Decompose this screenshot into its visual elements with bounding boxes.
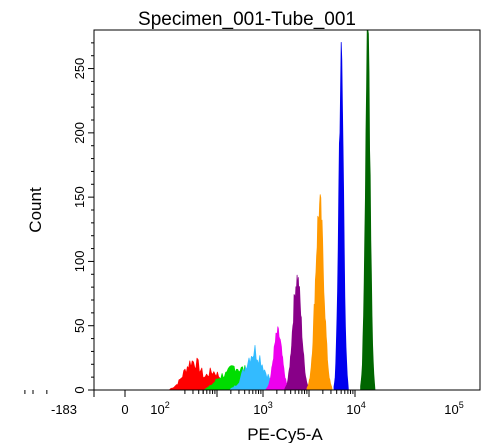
y-tick-label: 0 (72, 386, 87, 393)
plot-frame (93, 29, 481, 391)
histogram-peak-7 (333, 42, 349, 391)
histogram-peak-8 (360, 29, 376, 391)
x-axis-label: PE-Cy5-A (247, 425, 323, 443)
histogram-peak-5 (284, 274, 311, 391)
y-tick-label: 250 (72, 58, 87, 80)
chart-title: Specimen_001-Tube_001 (138, 9, 356, 30)
plot-area (94, 29, 376, 391)
x-tick-label: 105 (444, 400, 463, 417)
x-tick-label: 102 (150, 400, 169, 417)
x-tick-label: 104 (346, 400, 365, 417)
histogram-peak-4 (264, 326, 291, 391)
y-tick-label: 200 (72, 122, 87, 144)
x-tick-label: -183 (51, 402, 77, 417)
y-tick-label: 50 (72, 318, 87, 332)
x-tick-label: 0 (121, 402, 128, 417)
y-axis-label: Count (26, 187, 45, 233)
x-tick-label: 103 (253, 400, 272, 417)
x-axis-ticks: -183 0 102 103 104 105 (24, 390, 464, 417)
y-tick-label: 150 (72, 186, 87, 208)
y-tick-label: 100 (72, 251, 87, 273)
histogram-peak-6 (306, 194, 333, 391)
y-axis-ticks: 0 50 100 150 200 250 (72, 42, 94, 394)
